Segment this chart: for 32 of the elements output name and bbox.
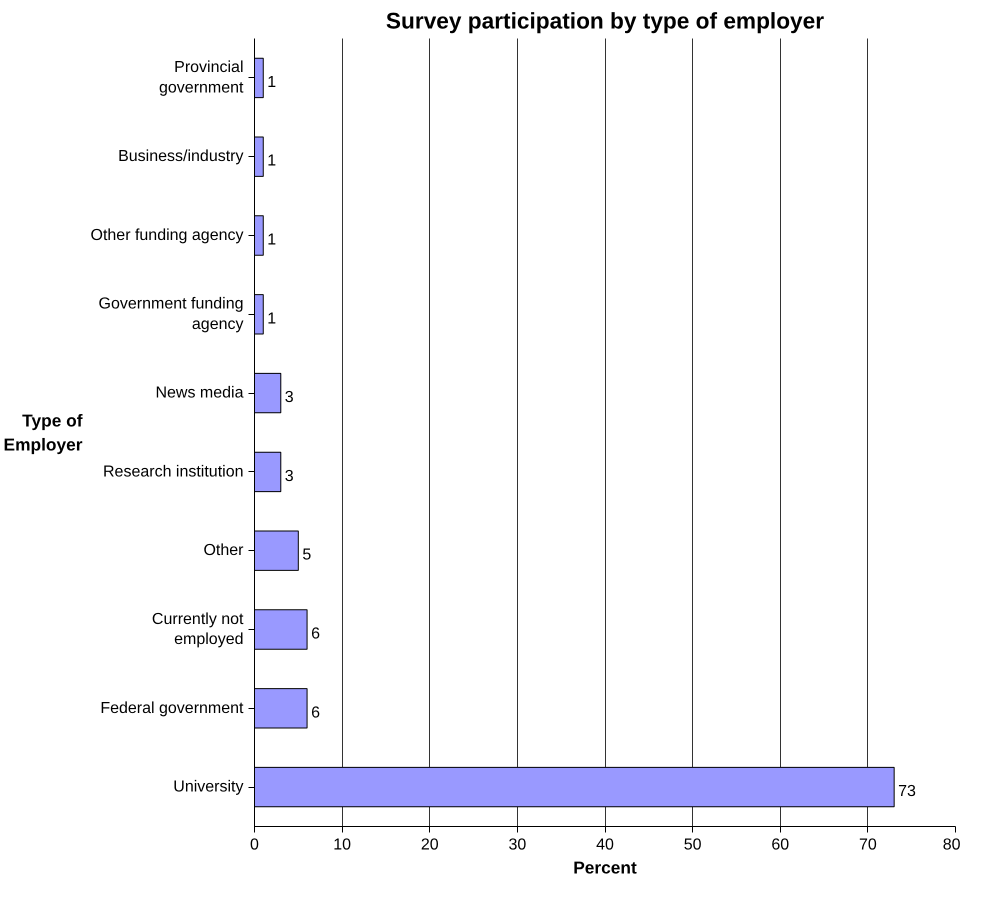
y-tick-label: University: [173, 778, 244, 796]
x-tick-label: 0: [250, 836, 260, 854]
y-tick-label: News media: [155, 384, 244, 402]
x-tick-label: 30: [508, 836, 526, 854]
chart-title: Survey participation by type of employer: [386, 8, 824, 34]
y-tick-label: Research institution: [102, 463, 244, 480]
x-tick-label: 10: [333, 836, 352, 854]
x-tick-label: 80: [942, 836, 961, 854]
data-label: 5: [302, 546, 312, 564]
data-label: 1: [267, 152, 276, 170]
data-label: 1: [267, 310, 276, 328]
x-tick-label: 60: [771, 836, 790, 854]
y-tick-label: Other funding agency: [90, 227, 244, 244]
x-tick-label: 50: [684, 836, 702, 854]
x-tick-label: 70: [858, 836, 877, 854]
data-label: 3: [284, 468, 294, 485]
y-tick-label: Currently not employed: [152, 610, 244, 648]
data-label: 6: [311, 626, 320, 642]
y-tick-label: Other: [203, 542, 244, 560]
y-axis-title: Type of Employer: [4, 410, 83, 454]
data-label: 1: [267, 232, 276, 248]
y-tick-label: Business/industry: [118, 148, 244, 166]
y-tick-label: Federal government: [100, 700, 244, 717]
x-axis-title: Percent: [573, 858, 638, 878]
x-tick-label: 40: [596, 836, 614, 854]
data-label: 3: [284, 389, 294, 406]
y-tick-label: Government funding agency: [98, 296, 244, 333]
x-tick-label: 20: [420, 836, 439, 854]
y-tick-label: Provincial government: [159, 59, 244, 97]
data-label: 6: [311, 704, 320, 722]
data-label: 1: [267, 74, 276, 91]
data-label: 73: [898, 783, 916, 800]
